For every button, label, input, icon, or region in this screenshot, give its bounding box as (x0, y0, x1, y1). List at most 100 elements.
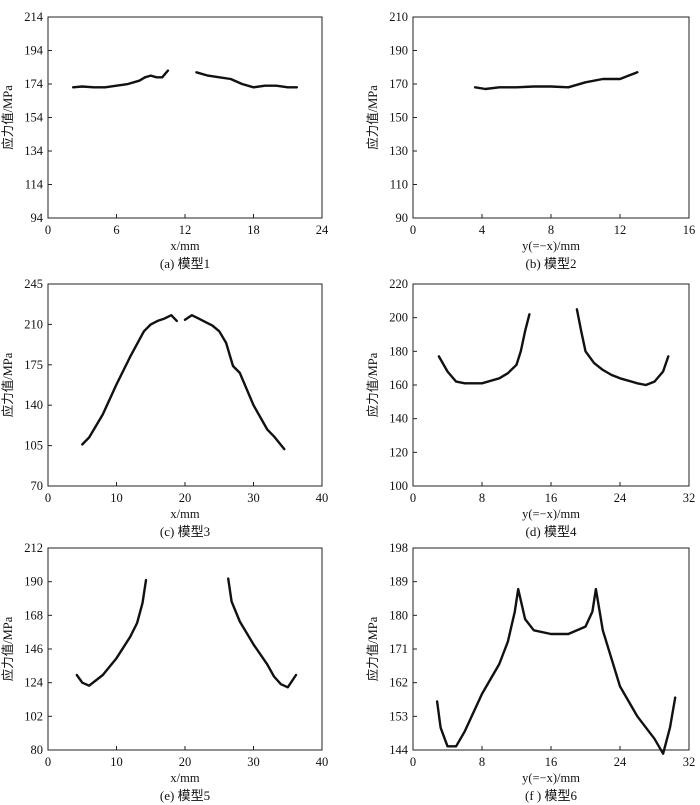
y-axis-label: 应力值/MPa (365, 85, 380, 150)
x-tick-label: 16 (545, 491, 558, 505)
y-tick-label: 110 (390, 178, 408, 192)
panel-caption: (d) 模型4 (526, 524, 577, 539)
series-line-main (473, 71, 639, 91)
panel-caption: (e) 模型5 (160, 788, 210, 803)
plot-frame (412, 547, 690, 751)
x-axis-label: y(=−x)/mm (522, 239, 580, 253)
chart-panel-4: 0 8 16 24 32 100 120 140 160 180 200 220 y(=−x)/mm (d… (365, 277, 695, 539)
x-tick-label: 0 (410, 223, 416, 237)
x-axis-label: y(=−x)/mm (522, 507, 580, 521)
y-tick-label: 170 (389, 77, 408, 91)
y-axis-label: 应力值/MPa (365, 352, 380, 417)
x-tick-label: 20 (179, 755, 192, 769)
x-tick-label: 6 (113, 223, 119, 237)
x-axis-label: x/mm (170, 771, 199, 785)
y-tick-label: 154 (24, 111, 44, 125)
y-tick-label: 100 (389, 479, 408, 493)
series-line-left (437, 313, 531, 385)
y-tick-label: 245 (24, 277, 43, 291)
y-tick-label: 198 (389, 541, 408, 555)
x-tick-label: 4 (479, 223, 486, 237)
x-axis-label: x/mm (170, 507, 199, 521)
series-line-left (71, 69, 170, 89)
x-tick-label: 0 (45, 491, 51, 505)
x-tick-label: 24 (614, 491, 627, 505)
series-line-right (227, 577, 298, 689)
series-line-right (575, 308, 670, 387)
y-tick-label: 162 (389, 676, 408, 690)
x-tick-label: 40 (316, 491, 329, 505)
y-tick-label: 70 (31, 479, 44, 493)
x-tick-label: 0 (410, 491, 416, 505)
y-tick-label: 210 (24, 317, 43, 331)
y-tick-label: 140 (24, 398, 43, 412)
y-tick-label: 200 (389, 311, 408, 325)
x-tick-label: 24 (614, 755, 627, 769)
series-line-right (183, 314, 286, 451)
plot-frame (47, 547, 323, 751)
series-line-right (195, 71, 299, 89)
chart-panel-5: 0 10 20 30 40 80 102 124 146 168 190 212 x/mm (e) 模型5… (0, 541, 328, 803)
y-tick-label: 114 (25, 178, 44, 192)
plot-frame (47, 16, 323, 219)
series-line-left (75, 578, 148, 687)
y-axis-label: 应力值/MPa (0, 352, 15, 417)
y-tick-label: 105 (24, 439, 43, 453)
x-tick-label: 8 (479, 755, 485, 769)
y-tick-label: 210 (389, 10, 408, 24)
panel-caption: (a) 模型1 (160, 256, 210, 271)
chart-panel-3: 0 10 20 30 40 70 105 140 175 210 245 x/mm (c) 模型3 应力值… (0, 277, 328, 539)
y-axis-label: 应力值/MPa (365, 616, 380, 681)
plot-frame (47, 283, 323, 487)
x-tick-label: 32 (683, 491, 696, 505)
y-tick-label: 180 (389, 344, 408, 358)
chart-panel-1: 0 6 12 18 24 94 114 134 154 174 194 214 x/mm (a) 模型1 应… (0, 10, 329, 271)
x-tick-label: 18 (247, 223, 260, 237)
y-axis-label: 应力值/MPa (0, 85, 15, 150)
x-tick-label: 16 (545, 755, 558, 769)
series-line-left (81, 314, 178, 446)
chart-panel-2: 0 4 8 12 16 90 110 130 150 170 190 210 y(=−x)/mm (b) … (365, 10, 695, 271)
y-tick-label: 80 (31, 743, 44, 757)
x-tick-label: 8 (548, 223, 554, 237)
y-axis-label: 应力值/MPa (0, 616, 15, 681)
y-tick-label: 214 (24, 10, 44, 24)
panel-caption: (c) 模型3 (160, 524, 210, 539)
x-tick-label: 12 (614, 223, 627, 237)
y-tick-label: 175 (24, 358, 43, 372)
y-tick-label: 124 (24, 676, 44, 690)
x-tick-label: 8 (479, 491, 485, 505)
y-tick-label: 189 (389, 575, 408, 589)
series-line-main (435, 587, 677, 755)
panel-caption: (f ) 模型6 (525, 788, 577, 803)
y-tick-label: 160 (389, 378, 408, 392)
y-tick-label: 134 (24, 144, 44, 158)
y-tick-label: 194 (24, 44, 44, 58)
y-tick-label: 120 (389, 445, 408, 459)
x-tick-label: 30 (247, 755, 260, 769)
y-tick-label: 220 (389, 277, 408, 291)
x-tick-label: 32 (683, 755, 696, 769)
x-tick-label: 0 (45, 223, 51, 237)
y-tick-label: 102 (24, 709, 43, 723)
x-tick-label: 30 (247, 491, 260, 505)
y-tick-label: 190 (24, 575, 43, 589)
x-tick-label: 12 (179, 223, 192, 237)
chart-panel-6: 0 8 16 24 32 144 153 162 171 180 189 198 y(=−x)/mm (f… (365, 541, 695, 803)
y-tick-label: 144 (389, 743, 409, 757)
y-tick-label: 190 (389, 44, 408, 58)
x-tick-label: 16 (683, 223, 696, 237)
y-tick-label: 150 (389, 111, 408, 125)
x-tick-label: 10 (110, 491, 123, 505)
y-tick-label: 90 (396, 211, 409, 225)
y-tick-label: 180 (389, 608, 408, 622)
x-axis-label: x/mm (170, 239, 199, 253)
x-tick-label: 0 (410, 755, 416, 769)
x-tick-label: 40 (316, 755, 329, 769)
x-tick-label: 0 (45, 755, 51, 769)
y-tick-label: 130 (389, 144, 408, 158)
y-tick-label: 94 (31, 211, 44, 225)
y-tick-label: 212 (24, 541, 43, 555)
y-tick-label: 168 (24, 608, 43, 622)
